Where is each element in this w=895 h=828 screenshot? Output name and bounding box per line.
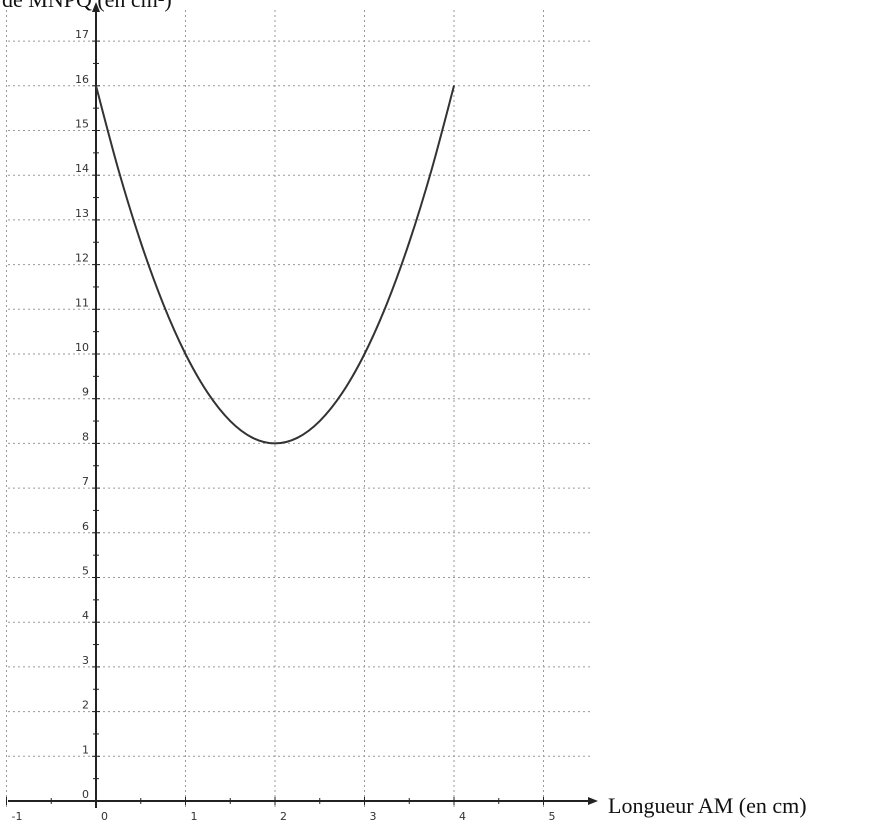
data-point: [364, 353, 366, 355]
data-point: [297, 437, 299, 439]
y-tick-labels: 01234567891011121314151617: [75, 28, 89, 801]
data-point: [319, 420, 321, 422]
x-tick-label: 4: [459, 810, 466, 823]
data-point: [431, 169, 433, 171]
x-axis-title: Longueur AM (en cm): [608, 793, 807, 818]
x-tick-label: 5: [549, 810, 556, 823]
x-tick-label: 3: [370, 810, 377, 823]
data-point: [118, 169, 120, 171]
data-point: [386, 303, 388, 305]
data-point: [341, 392, 343, 394]
x-tick-labels: -1 0 1 2 3 4 5: [12, 810, 556, 823]
data-point: [185, 353, 187, 355]
data-point: [408, 241, 410, 243]
x-axis-arrow-icon: [588, 797, 598, 805]
y-tick-label: 4: [82, 609, 89, 622]
y-tick-label: 6: [82, 520, 89, 533]
x-tick-label: 1: [191, 810, 198, 823]
data-point: [95, 85, 97, 87]
data-point: [252, 437, 254, 439]
axes: [8, 2, 598, 808]
data-point: [140, 241, 142, 243]
data-point: [207, 392, 209, 394]
y-tick-label: 8: [82, 430, 89, 443]
x-tick-label: 2: [280, 810, 287, 823]
y-tick-label: 0: [82, 788, 89, 801]
y-tick-label: 14: [75, 162, 89, 175]
y-tick-label: 13: [75, 207, 89, 220]
y-tick-label: 2: [82, 699, 89, 712]
y-tick-label: 17: [75, 28, 89, 41]
y-tick-label: 7: [82, 475, 89, 488]
y-tick-label: 16: [75, 73, 89, 86]
data-point: [453, 85, 455, 87]
y-axis-title: de MNPQ (en cm²): [2, 0, 172, 12]
data-point: [274, 443, 276, 445]
x-tick-label: 0: [101, 810, 108, 823]
data-point: [229, 420, 231, 422]
y-tick-label: 10: [75, 341, 89, 354]
y-tick-label: 5: [82, 565, 89, 578]
x-tick-label: -1: [12, 810, 23, 823]
grid: [7, 10, 591, 808]
y-tick-label: 15: [75, 118, 89, 131]
y-tick-label: 1: [82, 743, 89, 756]
y-tick-label: 9: [82, 386, 89, 399]
y-tick-label: 11: [75, 296, 89, 309]
y-tick-label: 3: [82, 654, 89, 667]
y-tick-label: 12: [75, 252, 89, 265]
data-point: [162, 303, 164, 305]
